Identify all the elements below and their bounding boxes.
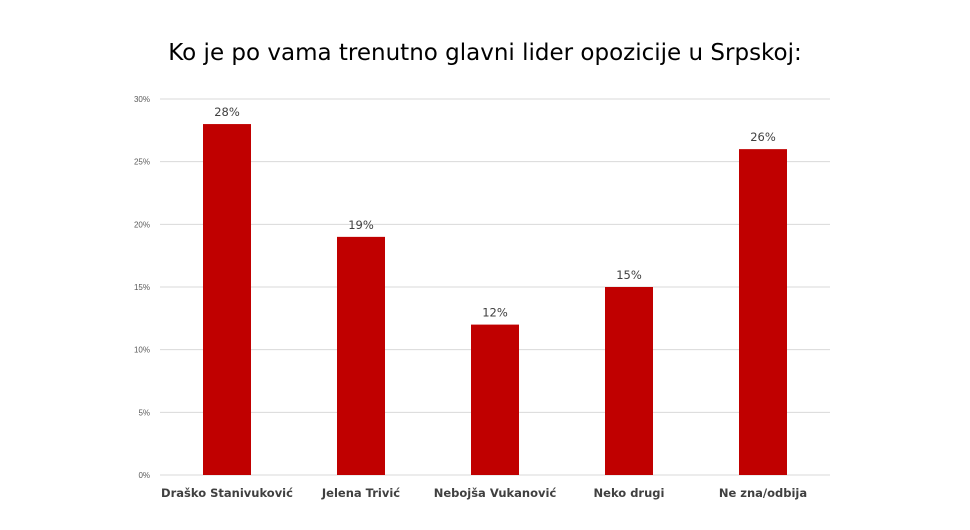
chart-title: Ko je po vama trenutno glavni lider opoz… xyxy=(168,40,802,66)
data-label: 28% xyxy=(214,105,240,119)
data-label: 12% xyxy=(482,306,508,320)
y-tick-label: 30% xyxy=(134,95,150,104)
y-tick-label: 10% xyxy=(134,346,150,355)
category-label: Draško Stanivuković xyxy=(161,486,293,500)
data-label: 19% xyxy=(348,218,374,232)
bar xyxy=(203,124,251,476)
category-label: Nebojša Vukanović xyxy=(434,486,557,500)
bar xyxy=(605,287,653,475)
y-tick-label: 25% xyxy=(134,158,150,167)
y-tick-label: 5% xyxy=(138,408,150,417)
data-label: 26% xyxy=(750,130,776,144)
category-label: Ne zna/odbija xyxy=(719,486,807,500)
y-tick-label: 15% xyxy=(134,283,150,292)
y-tick-label: 20% xyxy=(134,220,150,229)
category-label: Neko drugi xyxy=(594,486,665,500)
bar xyxy=(337,236,385,475)
bar xyxy=(471,324,519,475)
data-label: 15% xyxy=(616,268,642,282)
y-tick-label: 0% xyxy=(138,471,150,480)
category-label: Jelena Trivić xyxy=(321,486,400,500)
bar xyxy=(739,149,787,475)
